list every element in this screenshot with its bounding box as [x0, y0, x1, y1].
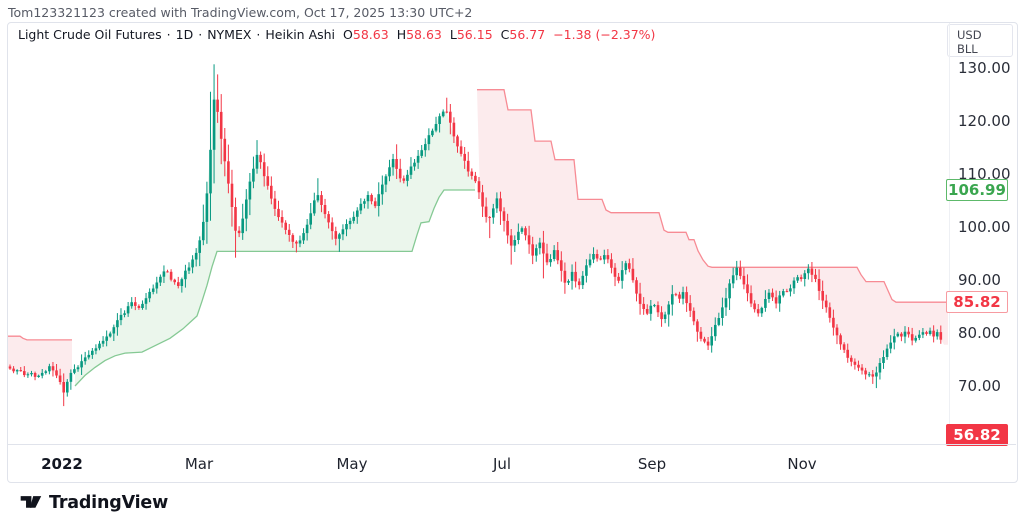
- currency-unit-box: USD BLL: [947, 24, 1013, 57]
- price-tick: 90.00: [958, 271, 1001, 289]
- price-chart-canvas[interactable]: [8, 23, 949, 443]
- ohlc-low-value: 56.15: [456, 27, 493, 42]
- ohlc-close-value: 56.77: [509, 27, 546, 42]
- change-value: −1.38 (−2.37%): [553, 27, 656, 42]
- price-value-label: 56.82: [946, 424, 1008, 446]
- price-value-label: 85.82: [946, 291, 1008, 314]
- unit-label: BLL: [957, 42, 978, 56]
- tradingview-logo-text: TradingView: [49, 493, 169, 513]
- ohlc-high-label: H: [396, 27, 407, 42]
- exchange-label: NYMEX: [207, 27, 252, 42]
- legend-separator: ·: [198, 27, 203, 42]
- ohlc-close-label: C: [500, 27, 510, 42]
- chart-widget-frame: [7, 22, 1018, 483]
- time-tick: Sep: [637, 455, 667, 473]
- tradingview-logo[interactable]: TradingView: [18, 489, 168, 517]
- legend-separator: ·: [166, 27, 171, 42]
- time-tick: Nov: [787, 455, 817, 473]
- price-axis[interactable]: 130.00 120.00 110.00 100.00 90.00 80.00 70.00 1…: [946, 23, 1017, 446]
- tradingview-logo-icon: [18, 489, 43, 518]
- price-tick: 70.00: [958, 377, 1001, 395]
- time-tick: Jul: [492, 455, 512, 473]
- legend-separator: ·: [256, 27, 261, 42]
- interval-label[interactable]: 1D: [175, 27, 194, 42]
- symbol-legend[interactable]: Light Crude Oil Futures · 1D · NYMEX · Heikin …: [18, 27, 655, 42]
- price-tick: 130.00: [958, 59, 1011, 77]
- ohlc-low-label: L: [449, 27, 457, 42]
- ohlc-high-value: 58.63: [406, 27, 442, 42]
- price-tick: 110.00: [958, 165, 1011, 183]
- price-tick: 80.00: [958, 324, 1001, 342]
- symbol-title[interactable]: Light Crude Oil Futures: [18, 27, 162, 42]
- chart-style-label: Heikin Ashi: [265, 27, 336, 42]
- ohlc-open-label: O: [343, 27, 353, 42]
- time-tick: 2022: [41, 455, 83, 473]
- price-value-label: 106.99: [946, 178, 1008, 201]
- time-tick: Mar: [184, 455, 214, 473]
- price-tick: 100.00: [958, 218, 1011, 236]
- time-axis[interactable]: 2022 Mar May Jul Sep Nov: [8, 444, 1016, 481]
- currency-label: USD: [957, 28, 982, 42]
- price-tick: 120.00: [958, 112, 1011, 130]
- time-tick: May: [336, 455, 368, 473]
- ohlc-open-value: 58.63: [352, 27, 389, 42]
- attribution-watermark: Tom123321123 created with TradingView.co…: [8, 5, 473, 20]
